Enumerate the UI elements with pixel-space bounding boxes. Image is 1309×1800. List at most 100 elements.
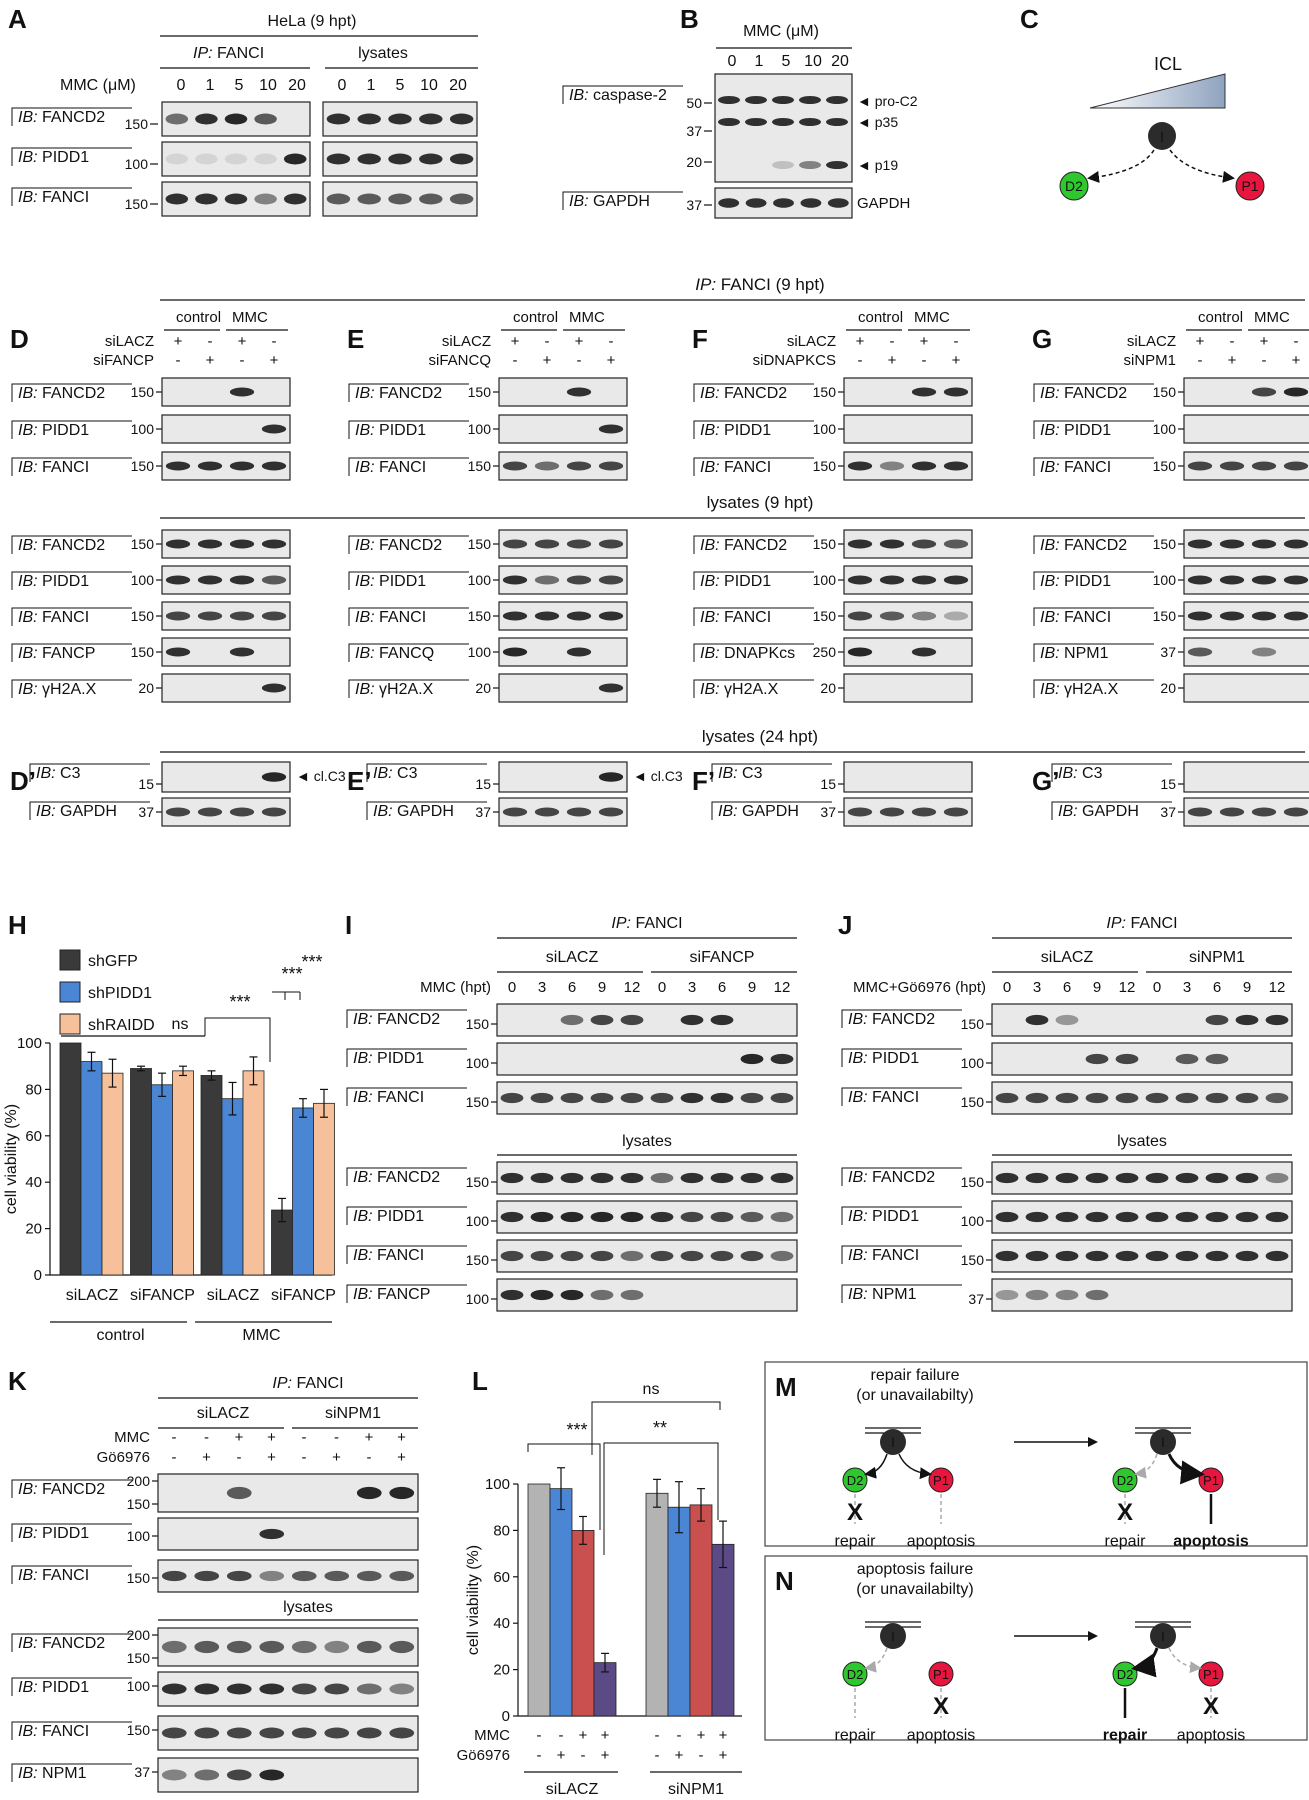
dg-mw: 15 <box>820 776 836 792</box>
panel-letter-J: J <box>838 910 852 940</box>
panelJ-blot-lys-band <box>1115 1172 1139 1184</box>
panelA-ib-PIDD1-bracket <box>11 147 132 166</box>
dg-sign: - <box>890 333 895 350</box>
dg-control-D: control <box>176 309 221 326</box>
dg-sign: - <box>240 352 245 369</box>
panelA-blot-ip-band <box>254 153 277 165</box>
dg-blot-ip-F-band <box>879 461 905 471</box>
dg-blot-lys-G-band <box>1251 647 1277 657</box>
dg-lys-ib-G-bracket <box>1033 535 1154 554</box>
panelK-blot-lys-band <box>356 1683 382 1695</box>
dg-blot-lys-F-band <box>943 611 969 621</box>
dg-mmc-D: MMC <box>232 309 268 326</box>
panelL-ylabel: cell viability (%) <box>465 1545 482 1655</box>
panelI-blot-lys-band <box>620 1211 644 1223</box>
panelL-s3-bracket <box>527 1443 601 1530</box>
dg-lys-ib-F-label: IB: FANCI <box>700 609 771 626</box>
dg-blot-ip-G-band <box>1283 387 1309 397</box>
dg-blot-ip-D-band <box>261 424 287 434</box>
panelJ-blot-lys-band <box>1055 1211 1079 1223</box>
panelH-bar <box>101 1072 124 1276</box>
dg-blot-c3-G <box>1183 761 1309 793</box>
dg-si-F: siDNAPKCS <box>753 352 836 369</box>
dg-lys-ib-E-bracket <box>348 643 469 662</box>
dg-lys-ib-D-bracket <box>11 607 132 626</box>
panelK-mw: 200 <box>127 1473 151 1489</box>
panelB-ib1-bracket <box>562 85 683 104</box>
dg-sign: - <box>176 352 181 369</box>
panelL-mmc-sign: - <box>559 1727 564 1744</box>
panelA-blot-lys-band <box>357 193 381 205</box>
panelM-apoptosis-label: apoptosis <box>907 1533 976 1550</box>
dg-lys-ib-E-bracket <box>348 571 469 590</box>
panelA-dose: 0 <box>177 77 186 94</box>
dg-sign: + <box>1260 333 1269 350</box>
panelM-repair-label: repair <box>835 1533 877 1550</box>
dg-sign: + <box>543 352 552 369</box>
panelK-blot-lys-band <box>389 1640 415 1654</box>
panelJ-blot-lys-band <box>1115 1250 1139 1262</box>
panelB-dose: 5 <box>782 53 791 70</box>
panelA-blot-ip-band <box>254 193 277 205</box>
panelK-ib-bracket <box>11 1523 132 1542</box>
panelJ-blot-ip-band <box>1085 1092 1109 1104</box>
dg-blot-gapdh-E-band <box>502 807 528 817</box>
dg-ib-F-bracket <box>693 457 814 476</box>
panelN-arrow-to-p1 <box>1168 1647 1202 1674</box>
panelA-dose: 10 <box>420 77 438 94</box>
dg-blot-ip-G-band <box>1219 461 1245 471</box>
dg-blot-ip-F-band <box>911 387 937 397</box>
panelL-ytick-label: 40 <box>493 1615 510 1632</box>
panelC-icl-wedge <box>1089 73 1226 109</box>
panelH-group: siFANCP <box>271 1287 336 1304</box>
dg-mw: 37 <box>475 804 491 820</box>
panelI-blot-ip-band <box>590 1014 614 1026</box>
panelL-ytick-label: 20 <box>493 1662 510 1679</box>
dg-sign: + <box>575 333 584 350</box>
dg-blot-ip-D-band <box>165 461 191 471</box>
panelL-go-sign: - <box>581 1747 586 1764</box>
panelK-blot-ip-band <box>389 1570 415 1582</box>
panelH-group: siLACZ <box>207 1287 260 1304</box>
panelI-mw: 150 <box>466 1252 490 1268</box>
dg-blot-lys-F-band <box>847 611 873 621</box>
dg-blot-lys-E-band <box>566 611 592 621</box>
panelM-node-i <box>880 1429 906 1455</box>
dg-sign: + <box>174 333 183 350</box>
dg-gapdh-ib-F-bracket <box>711 801 832 820</box>
dg-blot-lys-E-band <box>534 575 560 585</box>
panelJ-si1: siLACZ <box>1041 949 1094 966</box>
panelJ-blot-lys-band <box>1175 1172 1199 1184</box>
panelA-blot-lys-band <box>388 153 412 165</box>
dg-lys-ib-D-bracket <box>11 535 132 554</box>
panelJ-mw: 150 <box>961 1174 985 1190</box>
panelN-node-i-label: I <box>1161 1628 1165 1644</box>
panelB-band <box>826 118 848 126</box>
panelJ-blot-ip-band <box>1115 1092 1139 1104</box>
panelJ-blot-lys-band <box>1145 1250 1169 1262</box>
panelK-blot-lys-band <box>194 1640 220 1654</box>
dg-blot-c3-E-band <box>598 772 624 782</box>
panelL-mmc-sign: + <box>719 1727 728 1744</box>
panelA-blot-ip-band <box>195 153 218 165</box>
dg-blot-lys-E-band <box>502 647 528 657</box>
panelK-sign: + <box>397 1449 406 1466</box>
panelL-mmc-sign: + <box>601 1727 610 1744</box>
panelA-blot-ip-band <box>165 113 189 125</box>
panelB-band <box>745 118 767 126</box>
dg-blot-c3-F <box>843 761 973 793</box>
panelI-blot-lys-band <box>500 1250 524 1262</box>
panelL-bar <box>667 1506 691 1717</box>
dg-sign: - <box>1262 352 1267 369</box>
panelL-bar <box>711 1543 735 1717</box>
panelJ-blot-ip-band <box>1025 1014 1049 1026</box>
panelI-lys-ib-bracket <box>346 1167 467 1186</box>
panelK-blot-lys-band <box>389 1727 415 1739</box>
panelB-mw: 20 <box>686 154 702 170</box>
panelJ-time: 6 <box>1063 979 1071 996</box>
dg-blot-lys-E-band <box>502 575 528 585</box>
panelC-node-p1-label: P1 <box>1241 178 1258 194</box>
panelI-ib-label: IB: FANCD2 <box>353 1011 440 1028</box>
panelI-blot-lys-band <box>590 1172 614 1184</box>
